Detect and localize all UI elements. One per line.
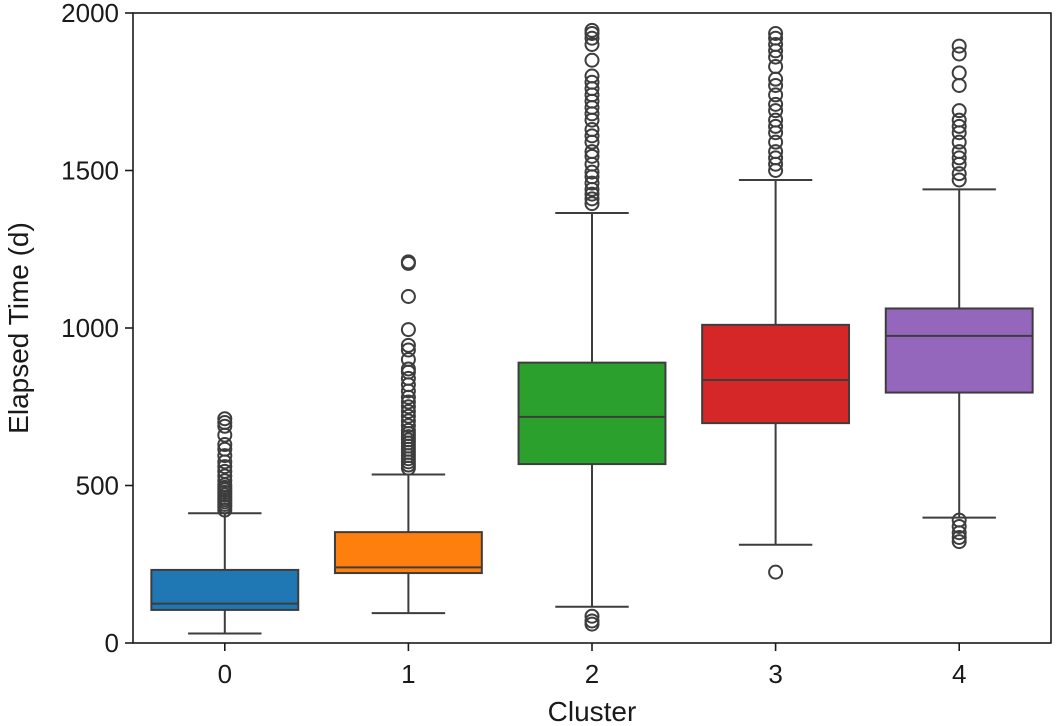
- outlier-point: [400, 352, 416, 367]
- outlier-point: [951, 150, 967, 166]
- x-tick-label: 4: [952, 659, 966, 689]
- outlier-point: [951, 77, 967, 93]
- outlier-point: [400, 394, 416, 410]
- outlier-point: [768, 144, 784, 160]
- box-cluster-3: [701, 323, 851, 425]
- outlier-point: [768, 150, 784, 166]
- outlier-point: [951, 512, 967, 528]
- outlier-point: [951, 134, 967, 150]
- outlier-point: [584, 613, 600, 629]
- box-cluster-4: [884, 307, 1034, 394]
- outlier-point: [768, 77, 784, 93]
- outlier-point: [217, 473, 233, 489]
- outlier-point: [584, 186, 600, 202]
- outlier-point: [217, 468, 233, 484]
- outlier-point: [951, 144, 967, 160]
- outlier-point: [584, 191, 600, 207]
- box-cluster-2: [517, 361, 667, 466]
- outlier-point: [768, 103, 784, 119]
- outlier-point: [400, 322, 416, 338]
- outlier-point: [584, 122, 600, 138]
- outlier-point: [951, 112, 967, 128]
- y-tick-label: 2000: [61, 0, 119, 28]
- outlier-point: [768, 37, 784, 52]
- y-tick-label: 1000: [61, 313, 119, 343]
- outlier-point: [951, 172, 967, 188]
- outlier-point: [951, 118, 967, 134]
- outlier-point: [217, 459, 233, 475]
- outlier-point: [951, 529, 967, 545]
- outlier-point: [951, 518, 967, 534]
- outlier-point: [217, 448, 233, 464]
- outlier-point: [400, 254, 416, 270]
- outlier-point: [217, 441, 233, 457]
- outlier-point: [400, 370, 416, 386]
- outlier-point: [768, 30, 784, 46]
- outlier-point: [768, 87, 784, 103]
- outlier-point: [768, 118, 784, 134]
- y-tick-label: 1500: [61, 156, 119, 186]
- outlier-point: [768, 59, 784, 75]
- outlier-point: [217, 437, 233, 453]
- outlier-point: [584, 196, 600, 212]
- outlier-point: [400, 408, 416, 424]
- outlier-point: [584, 30, 600, 46]
- outlier-point: [951, 46, 967, 62]
- outlier-point: [400, 422, 416, 438]
- outlier-point: [584, 74, 600, 90]
- outlier-point: [217, 415, 233, 430]
- x-tick-label: 1: [401, 659, 415, 689]
- outlier-point: [400, 399, 416, 415]
- outlier-point: [584, 608, 600, 624]
- outlier-point: [768, 564, 784, 580]
- outlier-point: [951, 65, 967, 81]
- outlier-point: [951, 103, 967, 119]
- outlier-point: [217, 411, 233, 427]
- outlier-point: [400, 289, 416, 304]
- outlier-point: [584, 68, 600, 84]
- box-cluster-1: [333, 531, 483, 575]
- outlier-point: [951, 38, 967, 54]
- outlier-point: [400, 403, 416, 419]
- outlier-point: [768, 25, 784, 41]
- outlier-point: [400, 361, 416, 377]
- outlier-point: [584, 144, 600, 160]
- outlier-point: [400, 342, 416, 358]
- outlier-point: [584, 22, 600, 38]
- outlier-point: [951, 166, 967, 182]
- outlier-point: [584, 37, 600, 52]
- outlier-point: [768, 96, 784, 112]
- y-axis-title: Elapsed Time (d): [3, 222, 34, 434]
- x-axis-title: Cluster: [548, 696, 637, 726]
- outlier-point: [584, 128, 600, 144]
- outlier-point: [584, 164, 600, 180]
- x-tick-label: 0: [218, 659, 232, 689]
- x-tick-label: 3: [768, 659, 782, 689]
- outlier-point: [400, 413, 416, 429]
- outlier-point: [400, 337, 416, 353]
- x-tick-label: 2: [585, 659, 599, 689]
- outlier-point: [217, 463, 233, 479]
- outlier-point: [951, 534, 967, 550]
- outlier-point: [584, 175, 600, 191]
- outlier-point: [768, 112, 784, 128]
- outlier-point: [400, 418, 416, 434]
- outlier-point: [584, 52, 600, 68]
- y-tick-label: 0: [105, 628, 119, 658]
- outlier-point: [217, 418, 233, 434]
- y-tick-label: 500: [76, 471, 119, 501]
- outlier-point: [584, 148, 600, 164]
- outlier-point: [768, 134, 784, 150]
